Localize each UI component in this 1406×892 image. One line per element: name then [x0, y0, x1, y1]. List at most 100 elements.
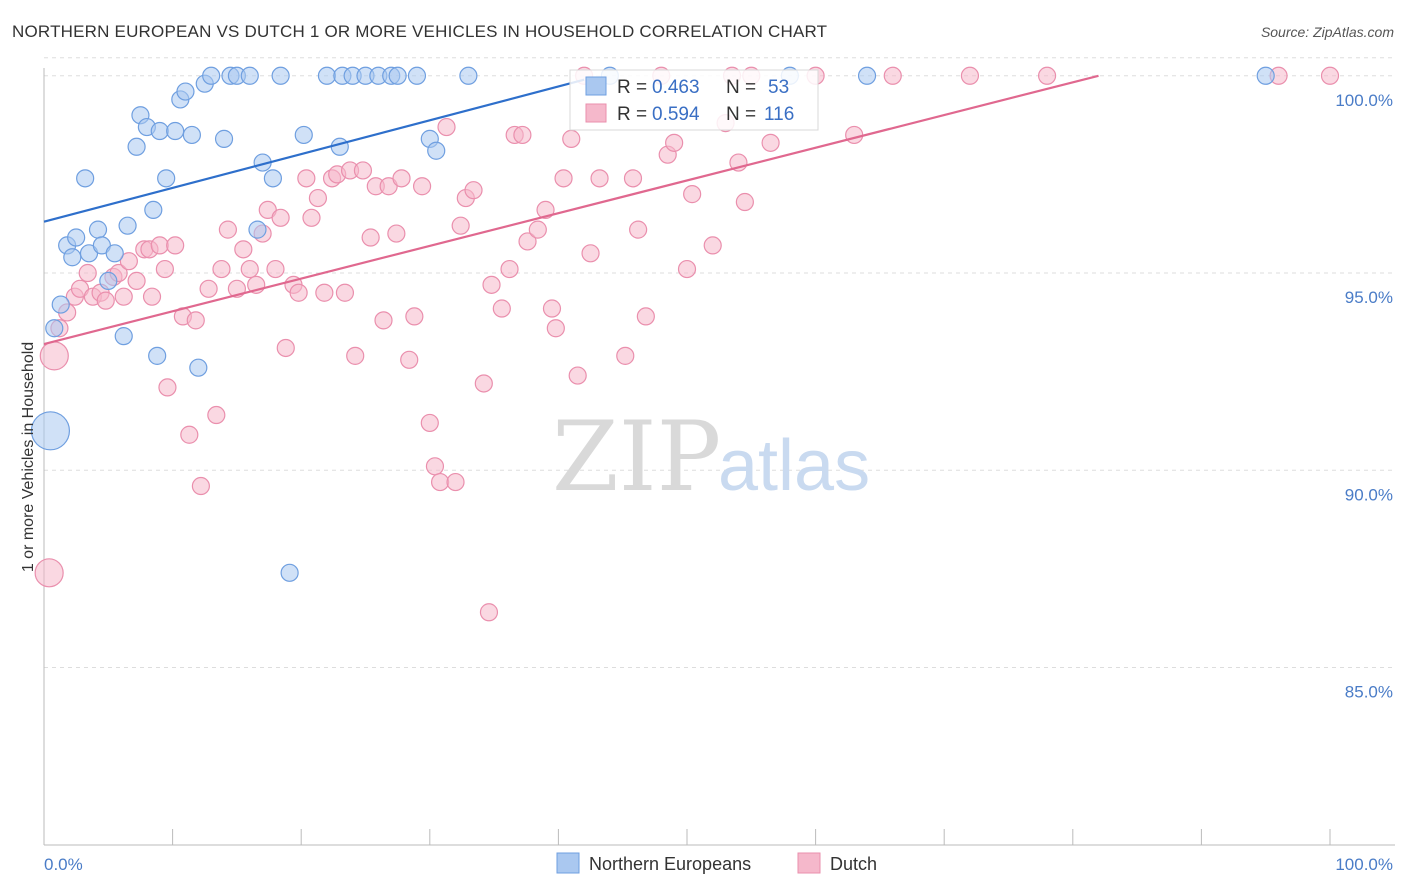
point-dutch-26: [212, 259, 231, 279]
point-dutch-67: [479, 603, 499, 622]
point-northern-europeans-9: [99, 271, 118, 291]
point-dutch-86: [629, 220, 648, 239]
point-dutch-97: [735, 192, 754, 212]
point-dutch-90: [665, 133, 684, 152]
point-dutch-7: [96, 291, 115, 310]
y-tick-label-85: 85.0%: [1345, 682, 1393, 701]
y-tick-label-95: 95.0%: [1345, 288, 1393, 307]
point-dutch-68: [482, 275, 501, 294]
point-dutch-40: [302, 208, 321, 227]
point-northern-europeans-48: [459, 66, 478, 85]
point-northern-europeans-4: [67, 228, 86, 247]
trend-layer: [43, 74, 1099, 346]
watermark-zip: ZIP: [552, 401, 721, 513]
point-dutch-76: [542, 299, 562, 318]
y-tick-labels: 100.0% 95.0% 90.0% 85.0%: [1335, 91, 1393, 702]
series-legend: Northern Europeans Dutch: [556, 852, 877, 874]
y-tick-label-90: 90.0%: [1345, 485, 1393, 504]
point-dutch-69: [492, 299, 511, 318]
point-dutch-56: [405, 307, 424, 326]
trend-line-northern-europeans: [43, 78, 585, 223]
point-dutch-101: [845, 125, 864, 145]
point-dutch-35: [271, 208, 290, 227]
point-dutch-80: [568, 366, 587, 385]
x-tick-label-max: 100.0%: [1335, 855, 1393, 874]
x-tick-label-min: 0.0%: [44, 855, 83, 874]
legend-label-dutch[interactable]: Dutch: [830, 854, 877, 874]
point-dutch-39: [297, 169, 316, 188]
stats-legend-swatch-blue: [585, 76, 607, 96]
point-dutch-54: [392, 169, 411, 188]
stats-r-value-pink: 0.594: [652, 104, 700, 125]
point-dutch-22: [186, 311, 205, 330]
watermark-atlas: atlas: [718, 426, 870, 506]
point-dutch-62: [446, 472, 465, 492]
point-northern-europeans-17: [148, 346, 167, 365]
point-northern-europeans-24: [189, 358, 208, 377]
grid-layer: [44, 57, 1395, 668]
point-northern-europeans-34: [271, 66, 290, 85]
point-dutch-11: [119, 252, 138, 271]
point-dutch-57: [412, 177, 432, 196]
point-northern-europeans-26: [202, 66, 221, 85]
big-point-northern-europeans-0: [30, 411, 71, 451]
point-dutch-55: [400, 350, 419, 369]
point-dutch-74: [528, 220, 547, 239]
point-northern-europeans-18: [150, 121, 169, 141]
stats-legend-swatch-pink: [585, 103, 607, 123]
point-northern-europeans-19: [157, 169, 176, 188]
point-northern-europeans-16: [144, 200, 163, 219]
point-northern-europeans-23: [182, 125, 201, 145]
legend-swatch-dutch[interactable]: [797, 852, 821, 874]
point-northern-europeans-5: [76, 169, 95, 188]
stats-legend: R = 0.463 N = 53 R = 0.594 N = 116: [569, 69, 819, 131]
point-dutch-25: [207, 405, 226, 425]
legend-swatch-northern-europeans[interactable]: [556, 852, 580, 874]
point-northern-europeans-37: [317, 66, 337, 85]
big-point-dutch-1: [34, 558, 64, 588]
point-dutch-53: [387, 224, 406, 243]
point-northern-europeans-0: [45, 319, 64, 338]
point-northern-europeans-51: [857, 66, 877, 85]
point-dutch-23: [191, 476, 210, 496]
point-northern-europeans-27: [214, 129, 234, 148]
stats-legend-box: [569, 69, 819, 131]
point-dutch-87: [636, 307, 655, 326]
point-dutch-41: [308, 188, 328, 208]
point-dutch-38: [289, 283, 308, 302]
y-tick-label-100: 100.0%: [1335, 91, 1393, 110]
point-dutch-82: [581, 244, 600, 263]
point-dutch-106: [1320, 66, 1340, 85]
point-dutch-70: [500, 259, 519, 279]
stats-r-value-blue: 0.463: [652, 77, 700, 98]
point-dutch-45: [335, 283, 355, 302]
legend-label-northern-europeans[interactable]: Northern Europeans: [589, 854, 751, 874]
point-dutch-42: [315, 283, 334, 302]
point-dutch-59: [425, 457, 445, 476]
point-northern-europeans-31: [248, 220, 267, 239]
chart-title: NORTHERN EUROPEAN VS DUTCH 1 OR MORE VEH…: [12, 22, 828, 41]
point-dutch-91: [677, 259, 697, 279]
point-dutch-16: [150, 236, 169, 255]
point-dutch-30: [240, 259, 259, 279]
point-northern-europeans-22: [176, 82, 195, 101]
point-dutch-93: [703, 236, 722, 255]
point-dutch-17: [155, 259, 174, 279]
point-dutch-73: [518, 232, 537, 251]
point-dutch-85: [623, 169, 643, 188]
point-dutch-66: [474, 374, 493, 393]
point-dutch-49: [361, 228, 380, 247]
stats-n-value-blue: 53: [768, 77, 789, 98]
point-dutch-65: [464, 181, 483, 200]
point-northern-europeans-30: [240, 66, 259, 85]
point-northern-europeans-45: [407, 66, 427, 85]
point-dutch-84: [616, 346, 635, 365]
point-northern-europeans-36: [294, 125, 313, 145]
y-axis-label: 1 or more Vehicles in Household: [20, 342, 37, 572]
stats-n-label-blue: N =: [726, 77, 756, 98]
point-dutch-99: [761, 133, 780, 152]
point-dutch-61: [437, 117, 456, 137]
point-dutch-12: [127, 271, 146, 291]
point-northern-europeans-52: [1256, 66, 1275, 85]
point-dutch-34: [266, 259, 285, 279]
